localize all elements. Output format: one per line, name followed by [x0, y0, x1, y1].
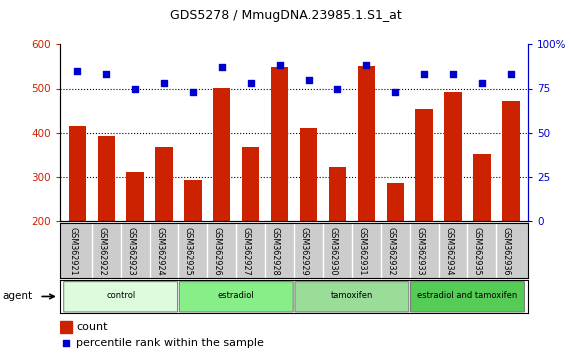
- Bar: [329, 167, 346, 221]
- Text: tamoxifen: tamoxifen: [331, 291, 373, 300]
- Text: GSM362926: GSM362926: [213, 227, 222, 276]
- FancyBboxPatch shape: [411, 282, 524, 312]
- Point: [391, 89, 400, 95]
- Text: GSM362929: GSM362929: [300, 227, 308, 276]
- FancyBboxPatch shape: [64, 282, 178, 312]
- Bar: [126, 172, 144, 221]
- Bar: [98, 136, 115, 221]
- FancyBboxPatch shape: [295, 282, 409, 312]
- Bar: [502, 101, 520, 221]
- Point: [275, 63, 284, 68]
- Text: GSM362921: GSM362921: [69, 227, 77, 276]
- Bar: [69, 126, 86, 221]
- Text: count: count: [77, 322, 108, 332]
- Text: GSM362932: GSM362932: [386, 227, 395, 276]
- Bar: [60, 321, 72, 333]
- FancyBboxPatch shape: [179, 282, 293, 312]
- Point: [304, 77, 313, 82]
- Point: [246, 80, 255, 86]
- Text: GSM362928: GSM362928: [271, 227, 280, 276]
- Bar: [213, 88, 231, 221]
- Text: GSM362936: GSM362936: [502, 227, 511, 276]
- Bar: [300, 128, 317, 221]
- Point: [217, 64, 226, 70]
- Bar: [416, 109, 433, 221]
- Bar: [473, 154, 490, 221]
- Text: GSM362923: GSM362923: [126, 227, 135, 276]
- Point: [477, 80, 486, 86]
- Text: GSM362927: GSM362927: [242, 227, 251, 276]
- Point: [159, 80, 168, 86]
- Text: GSM362924: GSM362924: [155, 227, 164, 276]
- Point: [448, 72, 457, 77]
- Point: [340, 268, 349, 274]
- Text: estradiol: estradiol: [218, 291, 255, 300]
- Text: estradiol and tamoxifen: estradiol and tamoxifen: [417, 291, 517, 300]
- Bar: [444, 92, 462, 221]
- Point: [420, 72, 429, 77]
- Bar: [155, 147, 172, 221]
- Text: agent: agent: [3, 291, 33, 302]
- Point: [131, 86, 140, 91]
- Text: GSM362930: GSM362930: [328, 227, 337, 276]
- Bar: [357, 66, 375, 221]
- Text: GSM362925: GSM362925: [184, 227, 193, 276]
- Text: control: control: [106, 291, 135, 300]
- Point: [362, 63, 371, 68]
- Text: GSM362933: GSM362933: [415, 227, 424, 276]
- Point: [506, 72, 516, 77]
- Point: [102, 72, 111, 77]
- Bar: [242, 147, 259, 221]
- Point: [73, 68, 82, 74]
- Text: GSM362931: GSM362931: [357, 227, 367, 276]
- Bar: [387, 183, 404, 221]
- Text: GSM362922: GSM362922: [97, 227, 106, 276]
- Point: [333, 86, 342, 91]
- Text: GSM362935: GSM362935: [473, 227, 482, 276]
- Text: GSM362934: GSM362934: [444, 227, 453, 276]
- Bar: [184, 180, 202, 221]
- Text: GDS5278 / MmugDNA.23985.1.S1_at: GDS5278 / MmugDNA.23985.1.S1_at: [170, 9, 401, 22]
- Point: [188, 89, 198, 95]
- Text: percentile rank within the sample: percentile rank within the sample: [77, 338, 264, 348]
- Bar: [271, 67, 288, 221]
